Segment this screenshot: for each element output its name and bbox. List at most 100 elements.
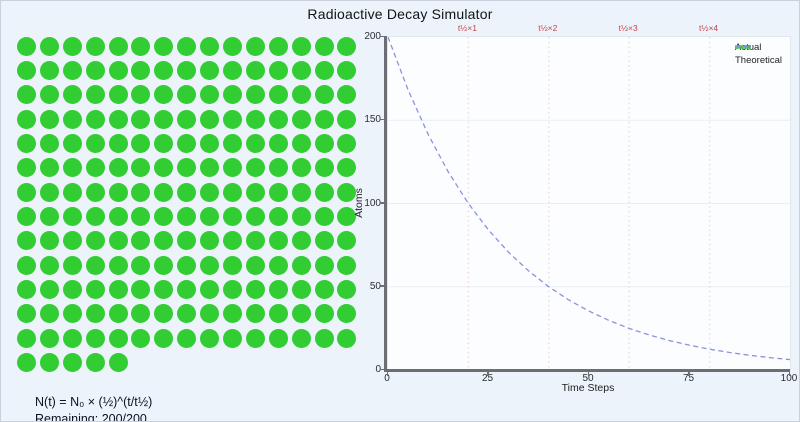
atom-circle (337, 304, 357, 324)
atom-circle (108, 109, 128, 129)
legend-item-theoretical: Theoretical (735, 45, 782, 66)
atom (221, 277, 244, 301)
atom (15, 34, 38, 58)
atom (335, 107, 358, 131)
atom (335, 131, 358, 155)
atom (129, 204, 152, 228)
y-tick-mark (380, 118, 384, 121)
atom-circle (222, 182, 242, 202)
atom-circle (108, 304, 128, 324)
atom (61, 277, 84, 301)
x-axis-title: Time Steps (561, 382, 615, 394)
y-tick-mark (380, 35, 384, 37)
atom-circle (39, 158, 59, 178)
atom-circle (85, 231, 105, 251)
atom-circle (268, 61, 288, 81)
atom (244, 204, 267, 228)
atom-circle (314, 36, 334, 56)
atom (290, 156, 313, 180)
atom (38, 34, 61, 58)
atom-circle (39, 109, 59, 129)
atom-circle (337, 207, 357, 227)
atom (38, 302, 61, 326)
atom-circle (245, 109, 265, 129)
atom-circle (245, 328, 265, 348)
atom (152, 83, 175, 107)
atom (175, 326, 198, 350)
atom (175, 83, 198, 107)
atom-circle (314, 158, 334, 178)
atom-circle (131, 231, 151, 251)
atom-circle (62, 207, 82, 227)
atom-circle (131, 158, 151, 178)
atom-circle (39, 182, 59, 202)
atom-circle (200, 304, 220, 324)
atom (107, 302, 130, 326)
atom-circle (314, 328, 334, 348)
atom (15, 204, 38, 228)
atom-circle (62, 134, 82, 154)
atom-circle (222, 158, 242, 178)
atom-circle (154, 85, 174, 105)
atom (15, 180, 38, 204)
atom-circle (85, 304, 105, 324)
atom (221, 229, 244, 253)
atom (38, 229, 61, 253)
atom-circle (85, 36, 105, 56)
atom-circle (291, 304, 311, 324)
atom (175, 277, 198, 301)
atom-circle (16, 207, 36, 227)
atom (335, 58, 358, 82)
atom-circle (177, 85, 197, 105)
atom-circle (39, 207, 59, 227)
atom (107, 107, 130, 131)
atom (107, 326, 130, 350)
atom (152, 229, 175, 253)
atom (175, 58, 198, 82)
atom-circle (108, 182, 128, 202)
atom-circle (245, 304, 265, 324)
atom (15, 326, 38, 350)
atom (61, 326, 84, 350)
atom-circle (62, 158, 82, 178)
atom-circle (154, 158, 174, 178)
atom (221, 156, 244, 180)
atom (129, 131, 152, 155)
atom (38, 326, 61, 350)
atom (15, 253, 38, 277)
atom (129, 156, 152, 180)
atom-circle (337, 158, 357, 178)
atom-circle (222, 280, 242, 300)
atom (175, 34, 198, 58)
atom (61, 180, 84, 204)
atom (313, 204, 336, 228)
atom-circle (337, 255, 357, 275)
atom (152, 204, 175, 228)
atom-circle (131, 134, 151, 154)
atom-circle (131, 182, 151, 202)
atom (313, 277, 336, 301)
atom (152, 326, 175, 350)
atom (61, 107, 84, 131)
atom (290, 204, 313, 228)
atom (267, 34, 290, 58)
y-tick-mark (380, 202, 384, 204)
page-title: Radioactive Decay Simulator (307, 6, 493, 22)
atom (107, 131, 130, 155)
atom-circle (62, 328, 82, 348)
atom (175, 204, 198, 228)
remaining-count: Remaining: 200/200 (35, 412, 147, 422)
decay-formula: N(t) = N₀ × (½)^(t/t½) (35, 395, 153, 409)
atom-circle (131, 36, 151, 56)
half-life-label: t½×3 (618, 23, 638, 33)
x-tick-mark (587, 372, 589, 376)
atom-circle (16, 255, 36, 275)
atom (152, 277, 175, 301)
atom-circle (314, 255, 334, 275)
atom-circle (314, 207, 334, 227)
x-tick-label: 75 (682, 373, 695, 384)
atom (313, 180, 336, 204)
atom-circle (85, 280, 105, 300)
atom (244, 34, 267, 58)
atom-circle (85, 85, 105, 105)
